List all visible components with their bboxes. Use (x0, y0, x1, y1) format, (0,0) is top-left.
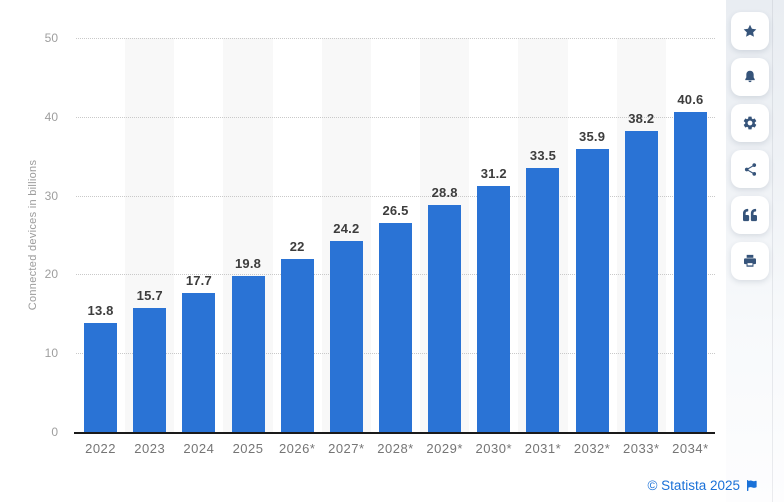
y-axis-title: Connected devices in billions (27, 159, 39, 311)
x-tick-label: 2033* (623, 441, 660, 456)
y-tick-label: 20 (44, 267, 58, 282)
quote-icon (743, 208, 757, 222)
value-label: 19.8 (234, 255, 262, 271)
value-label: 17.7 (185, 272, 212, 288)
bar-2030[interactable] (477, 186, 511, 432)
flag-icon (747, 480, 757, 491)
value-label: 24.2 (333, 221, 360, 237)
bar-2025[interactable] (231, 275, 265, 432)
bell-icon (745, 70, 755, 83)
x-tick-label: 2027* (328, 441, 365, 456)
gridline (76, 195, 715, 197)
bar-2023[interactable] (133, 308, 167, 432)
value-label: 22 (289, 238, 305, 254)
bar-2028[interactable] (379, 223, 412, 432)
share-button[interactable] (731, 150, 769, 188)
x-tick-label: 2034* (672, 441, 709, 456)
notifications-button[interactable] (731, 58, 769, 96)
favorite-button[interactable] (731, 12, 769, 50)
toolbar (726, 0, 784, 502)
printer-icon (744, 254, 756, 267)
y-tick-label: 40 (44, 109, 58, 124)
bar-2033[interactable] (624, 130, 658, 432)
value-label: 31.2 (480, 166, 507, 182)
attribution-text: © Statista 2025 (647, 478, 740, 493)
x-tick-label: 2025 (232, 441, 264, 456)
plot-area: 13.8 2022 15.7 2023 17.7 2024 19.8 2025 22 2026* 2… (74, 38, 715, 456)
cite-button[interactable] (731, 196, 769, 234)
statista-attribution-link[interactable]: © Statista 2025 (647, 478, 758, 493)
gridline (76, 116, 715, 118)
x-tick-label: 2029* (426, 441, 463, 456)
bar-2034[interactable] (673, 112, 707, 432)
x-tick-label: 2026* (278, 441, 316, 456)
x-tick-label: 2024 (183, 441, 215, 456)
x-tick-label: 2028* (377, 441, 414, 456)
value-label: 26.5 (382, 203, 409, 219)
bar-2024[interactable] (182, 292, 216, 432)
y-tick-label: 10 (44, 346, 58, 361)
print-button[interactable] (731, 242, 769, 280)
value-label: 33.5 (529, 148, 557, 164)
bar-2029[interactable] (428, 205, 462, 432)
bar-2032[interactable] (575, 149, 609, 432)
gridline (76, 38, 715, 39)
settings-button[interactable] (731, 104, 769, 142)
x-tick-label: 2032* (573, 441, 611, 456)
bar-2027[interactable] (329, 241, 363, 432)
bar-2026[interactable] (280, 258, 314, 432)
value-label: 13.8 (87, 303, 114, 319)
x-axis-line (74, 432, 715, 434)
share-icon (744, 162, 756, 176)
x-tick-label: 2030* (475, 441, 513, 456)
value-label: 35.9 (579, 129, 606, 145)
gear-icon (743, 116, 757, 130)
x-tick-label: 2023 (134, 441, 166, 456)
y-tick-label: 50 (44, 31, 58, 45)
bar-2022[interactable] (84, 323, 118, 432)
x-tick-label: 2031* (524, 441, 562, 456)
value-label: 38.2 (628, 110, 655, 126)
bar-2031[interactable] (526, 168, 560, 432)
y-tick-label: 30 (44, 188, 58, 203)
value-label: 40.6 (677, 92, 704, 108)
value-label: 28.8 (431, 185, 458, 201)
y-tick-label: 0 (51, 425, 58, 439)
star-icon (743, 24, 757, 37)
value-label: 15.7 (136, 288, 163, 304)
x-tick-label: 2022 (85, 441, 117, 456)
